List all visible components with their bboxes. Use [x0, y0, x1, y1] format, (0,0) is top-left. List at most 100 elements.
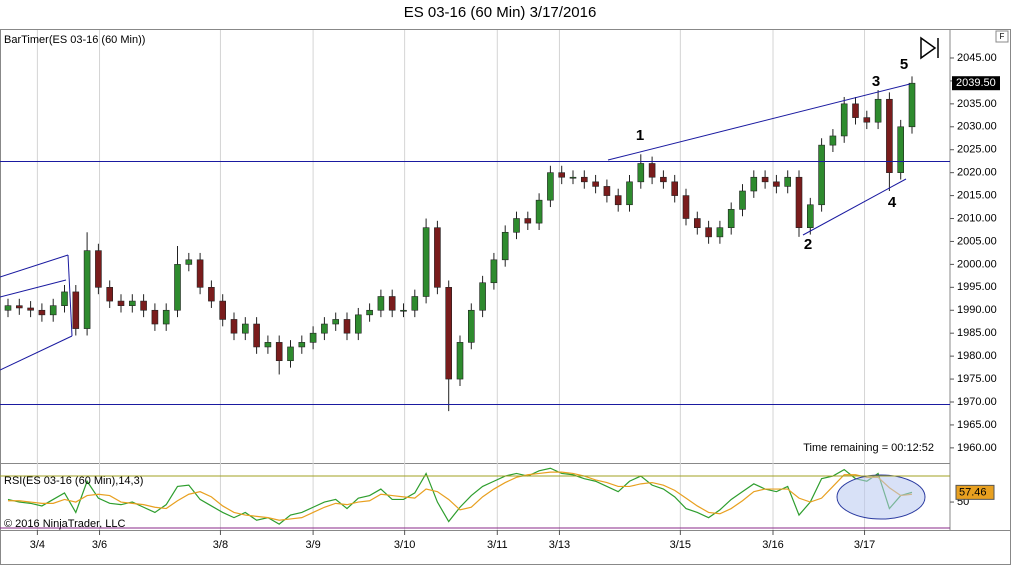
y-tick-label: 1960.00	[957, 442, 997, 454]
y-tick-label: 1980.00	[957, 350, 997, 362]
candle-body	[558, 172, 566, 178]
channel-line	[0, 335, 73, 371]
candle-body	[637, 163, 645, 183]
candle-body	[773, 181, 780, 187]
f-button-label[interactable]: F	[1000, 32, 1005, 41]
candle-body	[569, 176, 577, 179]
candle-body	[806, 204, 814, 228]
candle-body	[897, 126, 905, 173]
candle-body	[603, 186, 611, 196]
y-tick-label: 1965.00	[957, 419, 997, 431]
candle-body	[626, 181, 633, 206]
candle-body	[185, 259, 193, 265]
candle-body	[795, 176, 803, 228]
x-tick-label: 3/16	[762, 539, 783, 551]
last-price-box	[952, 76, 1000, 91]
candle-body	[174, 264, 181, 311]
y-tick-label: 1970.00	[957, 396, 997, 408]
candle-body	[456, 342, 464, 380]
candle-body	[287, 346, 294, 362]
candle-body	[4, 305, 12, 311]
candle-body	[547, 172, 554, 201]
candle-body	[411, 296, 419, 311]
y-tick-label: 2000.00	[957, 258, 997, 270]
candle-body	[693, 218, 701, 228]
candle-body	[366, 309, 373, 316]
candle-body	[886, 98, 893, 173]
candle-body	[129, 300, 136, 306]
candle-body	[716, 227, 724, 238]
candle-body	[761, 176, 769, 183]
candle-body	[750, 176, 758, 192]
candle-body	[592, 181, 599, 187]
indicator-label: BarTimer(ES 03-16 (60 Min))	[4, 34, 145, 46]
candle-body	[49, 305, 57, 316]
candle-body	[106, 287, 113, 302]
candle-body	[275, 342, 283, 362]
candle-body	[829, 135, 837, 146]
candle-body	[298, 342, 306, 348]
x-tick-label: 3/15	[670, 539, 691, 551]
play-icon[interactable]	[920, 36, 939, 60]
rsi-value-box	[955, 484, 995, 500]
candle-body	[852, 103, 859, 118]
candle-body	[242, 323, 249, 334]
candle-body	[253, 323, 260, 348]
candle-body	[61, 291, 68, 306]
x-tick-label: 3/11	[487, 539, 508, 551]
candle-body	[321, 323, 328, 334]
candle-body	[117, 300, 125, 306]
candle-body	[15, 305, 23, 309]
candle-body	[264, 342, 272, 348]
rsi-line	[7, 467, 913, 525]
x-tick-label: 3/13	[549, 539, 570, 551]
candle-body	[422, 227, 430, 297]
trend-line	[802, 178, 907, 236]
candle-body	[343, 319, 351, 334]
candle-body	[535, 199, 543, 224]
candle-body	[27, 307, 34, 311]
candle-body	[614, 195, 622, 206]
candle-body	[162, 309, 170, 325]
candle-body	[874, 98, 882, 123]
candle-body	[208, 287, 215, 302]
candle-body	[580, 176, 588, 183]
candle-body	[479, 282, 486, 311]
wave-label: 5	[900, 56, 908, 73]
candle-body	[501, 231, 509, 261]
rsi-line	[8, 471, 913, 521]
candle-body	[648, 163, 656, 178]
rsi-value-label: 57.46	[959, 486, 987, 498]
f-button[interactable]	[995, 30, 1009, 43]
x-tick-label: 3/17	[854, 539, 875, 551]
wave-label: 1	[636, 127, 644, 144]
y-tick-label: 2010.00	[957, 212, 997, 224]
candle-body	[151, 309, 159, 325]
y-tick-label: 2030.00	[957, 121, 997, 133]
wave-label: 2	[804, 236, 812, 253]
y-tick-label: 2020.00	[957, 167, 997, 179]
play-triangle[interactable]	[920, 36, 937, 60]
y-tick-label: 1985.00	[957, 327, 997, 339]
candle-body	[354, 314, 362, 334]
candle-body	[196, 259, 204, 288]
highlight-ellipse	[836, 474, 926, 520]
candle-body	[377, 296, 385, 311]
y-tick-label: 1995.00	[957, 281, 997, 293]
channel-line	[67, 254, 73, 337]
candle-body	[72, 291, 80, 329]
candle-body	[818, 144, 825, 206]
channel-line	[0, 254, 69, 278]
chart-title: ES 03-16 (60 Min) 3/17/2016	[404, 4, 597, 21]
candle-body	[784, 176, 792, 187]
y-tick-label: 2025.00	[957, 144, 997, 156]
x-tick-label: 3/10	[394, 539, 415, 551]
x-tick-label: 3/9	[305, 539, 320, 551]
rsi-title: RSI(ES 03-16 (60 Min),14,3)	[4, 475, 143, 487]
candle-body	[309, 332, 317, 343]
drawings	[0, 83, 950, 405]
candle-body	[705, 227, 712, 238]
candle-body	[727, 209, 735, 228]
